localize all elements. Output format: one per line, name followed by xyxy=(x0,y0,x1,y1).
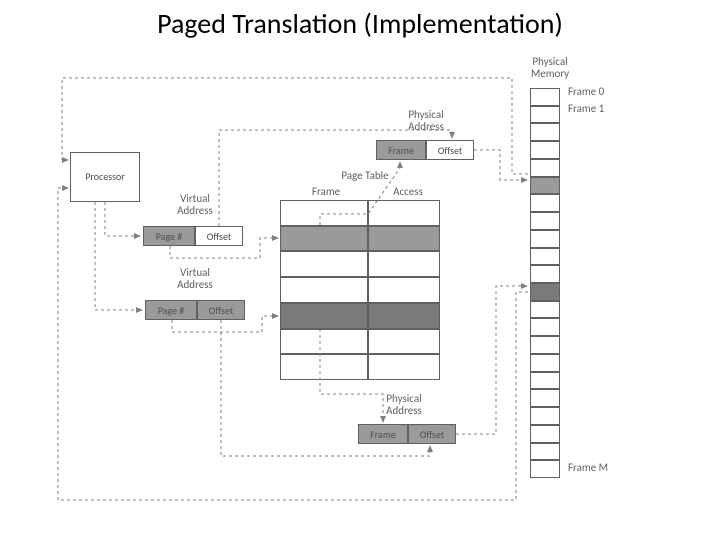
page-table-cell-access xyxy=(368,303,440,329)
page-title: Paged Translation (Implementation) xyxy=(0,6,720,41)
page-table-cell-access xyxy=(368,354,440,380)
page-table-cell-frame xyxy=(280,329,368,355)
memory-frame xyxy=(530,460,560,478)
va2-offset-text: Offset xyxy=(197,304,245,317)
memory-frame xyxy=(530,318,560,336)
label-processor: Processor xyxy=(70,170,140,183)
label-page-table: Page Table xyxy=(330,170,400,182)
memory-frame xyxy=(530,106,560,124)
memory-frame xyxy=(530,425,560,443)
memory-frame xyxy=(530,389,560,407)
memory-frame xyxy=(530,230,560,248)
page-table-cell-frame xyxy=(280,303,368,329)
memory-frame xyxy=(530,265,560,283)
memory-frame xyxy=(530,212,560,230)
memory-frame xyxy=(530,336,560,354)
label-frameM: Frame M xyxy=(568,462,608,474)
label-frame1: Frame 1 xyxy=(568,103,604,115)
va1-page-text: Page # xyxy=(143,230,195,243)
page-table-cell-frame xyxy=(280,226,368,252)
memory-frame xyxy=(530,372,560,390)
va1-offset-text: Offset xyxy=(195,230,243,243)
va2-page-text: Page # xyxy=(145,304,197,317)
memory-frame xyxy=(530,88,560,106)
memory-frame xyxy=(530,177,560,195)
page-table-cell-frame xyxy=(280,277,368,303)
label-pt-access: Access xyxy=(378,186,438,198)
memory-frame xyxy=(530,194,560,212)
pa2-frame-text: Frame xyxy=(358,428,408,441)
memory-frame xyxy=(530,123,560,141)
memory-frame xyxy=(530,141,560,159)
label-va1: Virtual Address xyxy=(170,193,220,217)
label-pa2: Physical Address xyxy=(376,393,432,417)
page-table-cell-access xyxy=(368,200,440,226)
memory-frame xyxy=(530,301,560,319)
page-table-cell-access xyxy=(368,251,440,277)
memory-frame xyxy=(530,443,560,461)
pa1-frame-text: Frame xyxy=(376,144,426,157)
label-pa1: Physical Address xyxy=(398,109,454,133)
page-table-cell-access xyxy=(368,226,440,252)
pa2-offset-text: Offset xyxy=(408,428,456,441)
memory-frame xyxy=(530,159,560,177)
label-pt-frame: Frame xyxy=(296,186,356,198)
page-table-cell-access xyxy=(368,277,440,303)
pa1-offset-text: Offset xyxy=(426,144,474,157)
memory-frame xyxy=(530,248,560,266)
label-va2: Virtual Address xyxy=(170,267,220,291)
memory-frame xyxy=(530,407,560,425)
page-table-cell-frame xyxy=(280,251,368,277)
memory-frame xyxy=(530,354,560,372)
memory-frame xyxy=(530,283,560,301)
label-physical-memory: Physical Memory xyxy=(520,56,580,80)
page-table-cell-access xyxy=(368,329,440,355)
label-frame0: Frame 0 xyxy=(568,86,604,98)
page-table-cell-frame xyxy=(280,354,368,380)
page-table-cell-frame xyxy=(280,200,368,226)
